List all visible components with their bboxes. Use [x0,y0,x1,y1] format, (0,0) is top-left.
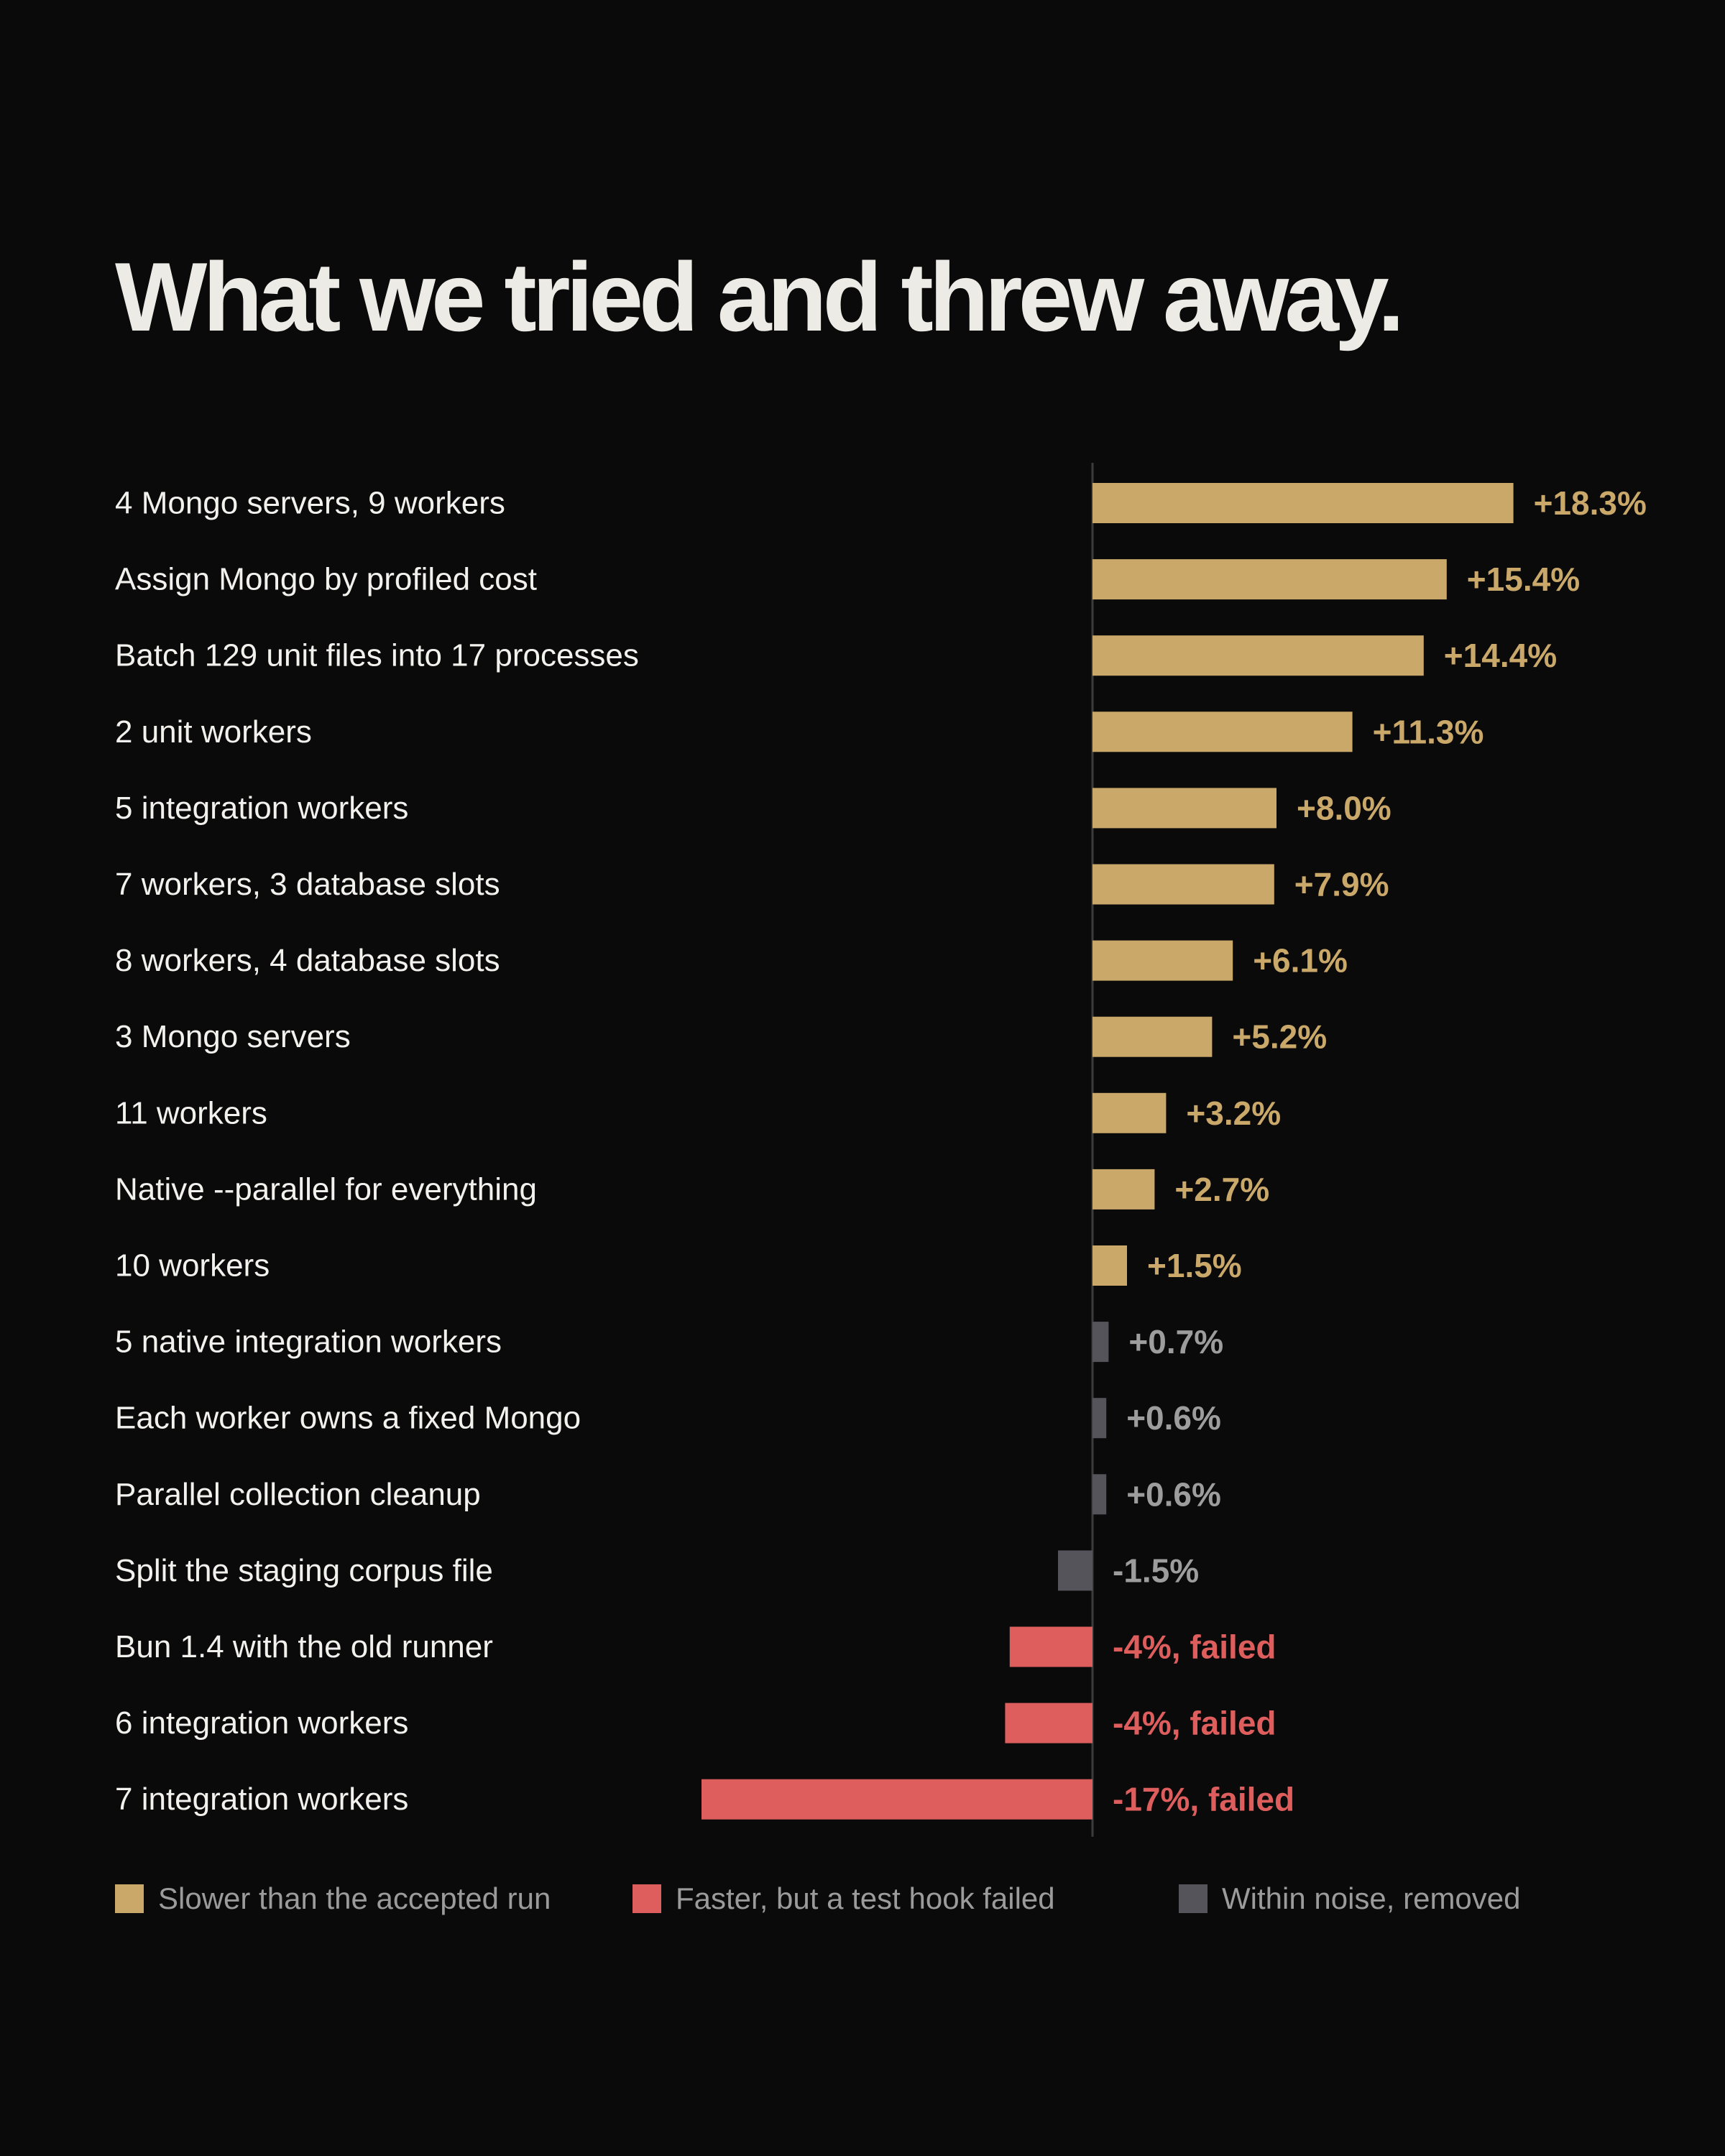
value-label: +0.6% [1126,1475,1221,1513]
value-label: +0.6% [1126,1399,1221,1437]
category-label: 3 Mongo servers [115,1019,351,1054]
value-label: +3.2% [1186,1095,1281,1132]
value-label: -1.5% [1113,1552,1199,1589]
category-label: 7 integration workers [115,1782,408,1817]
value-label: +8.0% [1297,789,1392,826]
bar [1092,1092,1167,1133]
value-label: -4%, failed [1113,1705,1276,1742]
category-label: 4 Mongo servers, 9 workers [115,486,505,521]
value-label: +0.7% [1128,1323,1223,1360]
bar [1092,1169,1155,1210]
category-label: 11 workers [115,1095,267,1130]
bar [1092,1016,1213,1057]
value-label: +15.4% [1467,561,1580,598]
value-label: +6.1% [1253,942,1348,980]
category-label: Split the staging corpus file [115,1553,493,1588]
value-label: +7.9% [1294,866,1389,903]
category-label: Native --parallel for everything [115,1171,537,1207]
category-label: 7 workers, 3 database slots [115,867,500,902]
category-label: 2 unit workers [115,714,312,750]
bar [1092,1474,1107,1515]
bar [1092,1398,1107,1439]
category-label: Each worker owns a fixed Mongo [115,1401,581,1436]
bar [1092,940,1233,981]
category-label: 5 integration workers [115,791,408,826]
value-label: -4%, failed [1113,1628,1276,1666]
legend-label-noise: Within noise, removed [1222,1881,1521,1915]
legend-label-slower: Slower than the accepted run [158,1881,551,1915]
bar [1092,559,1447,600]
value-label: +18.3% [1534,484,1647,522]
value-label: +14.4% [1444,637,1557,674]
category-label: 8 workers, 4 database slots [115,943,500,978]
bar [1092,483,1514,523]
category-label: 5 native integration workers [115,1325,502,1360]
legend-item-failed: Faster, but a test hook failed [632,1881,1055,1917]
bar [702,1779,1092,1820]
category-label: Bun 1.4 with the old runner [115,1629,493,1664]
legend-swatch-slower [115,1884,144,1913]
legend-item-slower: Slower than the accepted run [115,1881,551,1917]
category-label: Assign Mongo by profiled cost [115,562,537,597]
bar [1092,635,1424,676]
legend-swatch-noise [1179,1884,1208,1913]
bar [1058,1550,1092,1591]
bar [1092,1322,1109,1363]
bar [1009,1626,1092,1667]
bar [1092,1245,1127,1286]
bar [1092,864,1274,905]
category-label: 10 workers [115,1248,270,1284]
category-label: Batch 129 unit files into 17 processes [115,638,639,673]
bar [1092,788,1276,829]
category-label: 6 integration workers [115,1705,408,1741]
legend-item-noise: Within noise, removed [1179,1881,1521,1917]
bar [1092,711,1353,752]
bar [1005,1703,1092,1743]
page-title: What we tried and threw away. [115,242,1404,351]
legend-label-failed: Faster, but a test hook failed [676,1881,1055,1915]
value-label: +11.3% [1373,713,1484,750]
bar-chart: 4 Mongo servers, 9 workers +18.3% Assign M… [115,463,1647,1837]
category-label: Parallel collection cleanup [115,1477,481,1512]
value-label: -17%, failed [1113,1781,1294,1818]
chart-legend: Slower than the accepted run Faster, but… [0,1881,1725,1917]
value-label: +5.2% [1232,1018,1327,1056]
value-label: +2.7% [1174,1171,1269,1208]
value-label: +1.5% [1147,1247,1242,1284]
legend-swatch-failed [632,1884,661,1913]
